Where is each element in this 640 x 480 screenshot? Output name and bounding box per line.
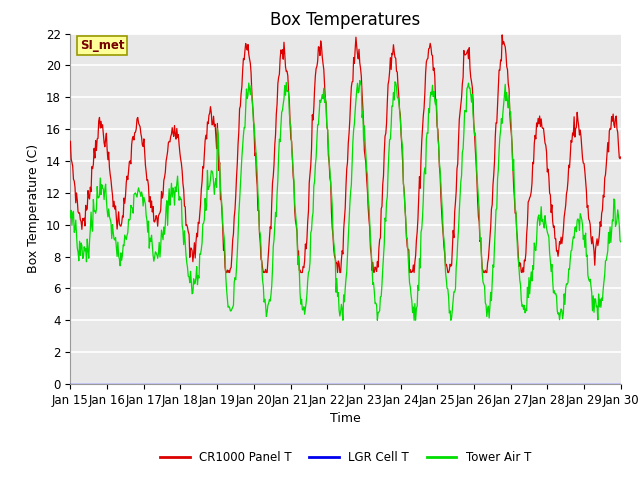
- Title: Box Temperatures: Box Temperatures: [271, 11, 420, 29]
- Text: SI_met: SI_met: [80, 39, 124, 52]
- Legend: CR1000 Panel T, LGR Cell T, Tower Air T: CR1000 Panel T, LGR Cell T, Tower Air T: [156, 447, 536, 469]
- Y-axis label: Box Temperature (C): Box Temperature (C): [27, 144, 40, 274]
- X-axis label: Time: Time: [330, 412, 361, 425]
